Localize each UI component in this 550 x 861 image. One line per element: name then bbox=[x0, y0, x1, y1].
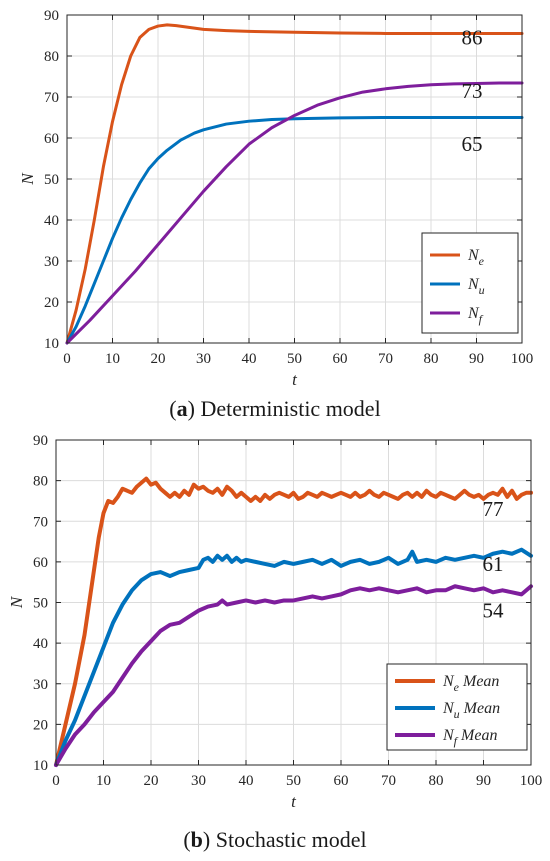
series-line-n-f bbox=[54, 584, 533, 767]
legend-label-n-e: Ne bbox=[467, 247, 485, 268]
caption-text: Stochastic model bbox=[215, 827, 367, 852]
chart-stochastic: 0 10 20 30 40 50 60 70 80 90 100102030405060708090… bbox=[7, 433, 543, 811]
x-tick-label: 100 bbox=[520, 773, 543, 789]
value-annotation: 86 bbox=[461, 26, 482, 50]
series-line-n-e bbox=[54, 476, 533, 767]
y-tick-label: 90 bbox=[44, 8, 59, 24]
x-tick-label: 60 bbox=[333, 351, 348, 367]
x-tick-label: 30 bbox=[196, 351, 211, 367]
legend: Ne Nu Nf bbox=[421, 232, 519, 334]
y-tick-label: 60 bbox=[33, 555, 48, 571]
legend-label-n-f: Nf bbox=[467, 305, 484, 326]
legend-label-n-e: Ne Mean bbox=[442, 673, 499, 694]
caption-letter: b bbox=[190, 827, 203, 852]
x-tick-label: 100 bbox=[511, 351, 534, 367]
legend: Ne Mean Nu Mean Nf Mean bbox=[386, 663, 528, 751]
legend-label-n-u: Nu Mean bbox=[442, 700, 500, 721]
y-axis-label: N bbox=[18, 172, 37, 186]
x-tick-label: 50 bbox=[286, 773, 301, 789]
x-axis-label: t bbox=[291, 792, 297, 811]
y-axis-label: N bbox=[7, 595, 26, 609]
x-tick-label: 80 bbox=[429, 773, 444, 789]
x-tick-label: 20 bbox=[151, 351, 166, 367]
y-tick-label: 30 bbox=[33, 677, 48, 693]
x-tick-label: 10 bbox=[105, 351, 120, 367]
y-tick-label: 60 bbox=[44, 131, 59, 147]
chart-deterministic: 0 10 20 30 40 50 60 70 80 90 100102030405060708090… bbox=[18, 8, 534, 389]
series-line-n-u bbox=[65, 116, 524, 345]
x-tick-label: 70 bbox=[381, 773, 396, 789]
y-tick-label: 50 bbox=[44, 172, 59, 188]
caption-letter: a bbox=[176, 396, 188, 421]
value-annotation: 77 bbox=[483, 497, 504, 521]
panel-stochastic: 0 10 20 30 40 50 60 70 80 90 100 10 20 30 40 50 60 70 80 90… bbox=[0, 432, 550, 861]
y-tick-label: 70 bbox=[33, 514, 48, 530]
series-line-n-e bbox=[65, 23, 524, 345]
y-tick-label: 40 bbox=[44, 213, 59, 229]
value-annotation: 65 bbox=[461, 132, 482, 156]
value-annotation: 54 bbox=[483, 599, 505, 623]
x-tick-label: 30 bbox=[191, 773, 206, 789]
y-tick-label: 80 bbox=[33, 474, 48, 490]
y-tick-label: 80 bbox=[44, 49, 59, 65]
value-annotation: 61 bbox=[483, 552, 504, 576]
y-tick-label: 20 bbox=[33, 717, 48, 733]
y-tick-label: 20 bbox=[44, 295, 59, 311]
y-tick-label: 90 bbox=[33, 433, 48, 449]
x-tick-label: 80 bbox=[424, 351, 439, 367]
y-tick-label: 70 bbox=[44, 90, 59, 106]
y-tick-label: 10 bbox=[33, 758, 48, 774]
series-line-n-f bbox=[65, 81, 524, 345]
caption-deterministic: (a) Deterministic model bbox=[169, 396, 381, 421]
x-tick-label: 70 bbox=[378, 351, 393, 367]
x-tick-label: 20 bbox=[144, 773, 159, 789]
x-tick-label: 50 bbox=[287, 351, 302, 367]
x-axis-label: t bbox=[292, 370, 298, 389]
y-tick-label: 10 bbox=[44, 336, 59, 352]
x-tick-label: 90 bbox=[469, 351, 484, 367]
x-tick-label: 90 bbox=[476, 773, 491, 789]
x-tick-label: 40 bbox=[239, 773, 254, 789]
y-tick-label: 50 bbox=[33, 596, 48, 612]
panel-deterministic: 0 10 20 30 40 50 60 70 80 90 100 10 20 30 40 50 60 70 80 90… bbox=[18, 8, 534, 421]
series-line-n-u bbox=[54, 547, 533, 767]
y-tick-label: 40 bbox=[33, 636, 48, 652]
legend-label-n-u: Nu bbox=[467, 276, 485, 297]
y-tick-label: 30 bbox=[44, 254, 59, 270]
x-tick-label: 0 bbox=[52, 773, 60, 789]
value-annotation: 73 bbox=[461, 79, 482, 103]
caption-stochastic: (b) Stochastic model bbox=[183, 827, 367, 852]
x-tick-label: 40 bbox=[242, 351, 257, 367]
x-tick-label: 10 bbox=[96, 773, 111, 789]
x-tick-label: 0 bbox=[63, 351, 71, 367]
x-tick-label: 60 bbox=[334, 773, 349, 789]
caption-text: Deterministic model bbox=[200, 396, 381, 421]
legend-label-n-f: Nf Mean bbox=[442, 727, 497, 748]
